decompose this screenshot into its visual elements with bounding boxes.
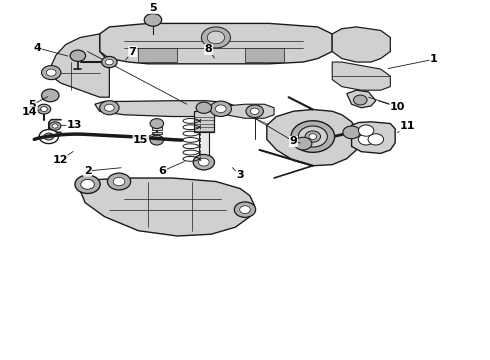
Circle shape [198, 158, 209, 166]
Text: 5: 5 [149, 3, 157, 13]
Circle shape [309, 134, 317, 139]
Circle shape [343, 126, 360, 139]
Text: 6: 6 [159, 166, 167, 176]
Bar [245, 48, 284, 62]
Circle shape [52, 124, 58, 128]
Circle shape [150, 135, 164, 145]
Circle shape [358, 125, 374, 136]
Circle shape [42, 89, 59, 102]
Circle shape [107, 173, 131, 190]
Circle shape [201, 27, 230, 48]
Circle shape [47, 69, 56, 76]
Circle shape [113, 177, 125, 186]
Circle shape [216, 105, 226, 113]
Circle shape [81, 179, 95, 189]
Bar [152, 127, 162, 130]
Text: 8: 8 [205, 44, 213, 54]
Circle shape [46, 92, 54, 99]
Circle shape [39, 130, 58, 144]
Text: 10: 10 [390, 102, 405, 112]
Text: 12: 12 [52, 156, 68, 166]
Polygon shape [99, 23, 332, 64]
Text: 13: 13 [67, 120, 82, 130]
Text: 9: 9 [290, 136, 297, 147]
Circle shape [291, 121, 335, 152]
Circle shape [37, 104, 51, 114]
Polygon shape [194, 111, 214, 132]
Text: 7: 7 [129, 46, 137, 57]
Polygon shape [78, 178, 255, 236]
Polygon shape [51, 34, 109, 97]
Circle shape [42, 66, 61, 80]
Circle shape [70, 50, 86, 61]
Circle shape [193, 154, 215, 170]
Polygon shape [225, 104, 274, 118]
Circle shape [99, 101, 119, 115]
Circle shape [104, 104, 114, 111]
Circle shape [49, 122, 61, 130]
Text: 11: 11 [399, 121, 415, 131]
Circle shape [210, 101, 231, 117]
Text: 3: 3 [236, 170, 244, 180]
Circle shape [41, 107, 48, 112]
Text: 14: 14 [22, 107, 37, 117]
Polygon shape [95, 101, 235, 117]
Polygon shape [332, 27, 391, 62]
Circle shape [358, 134, 374, 145]
Circle shape [196, 102, 212, 113]
Circle shape [250, 108, 259, 114]
Circle shape [105, 59, 113, 65]
Text: 5: 5 [28, 100, 36, 110]
Circle shape [294, 137, 312, 150]
Circle shape [144, 14, 162, 26]
Polygon shape [267, 109, 359, 166]
Circle shape [353, 95, 367, 105]
Circle shape [150, 119, 164, 129]
Circle shape [101, 57, 117, 68]
Circle shape [240, 206, 250, 213]
Text: 2: 2 [84, 166, 92, 176]
Polygon shape [347, 90, 376, 108]
Circle shape [74, 53, 82, 59]
Circle shape [234, 202, 256, 217]
Text: 15: 15 [133, 135, 148, 145]
Circle shape [148, 17, 157, 23]
Bar [152, 132, 162, 134]
Circle shape [207, 31, 224, 44]
Circle shape [298, 126, 327, 147]
Circle shape [368, 134, 384, 145]
Text: 4: 4 [34, 43, 42, 53]
Text: 1: 1 [430, 54, 438, 64]
Circle shape [75, 175, 100, 193]
Circle shape [246, 105, 264, 118]
Polygon shape [332, 62, 391, 90]
Bar [138, 48, 177, 62]
Circle shape [44, 133, 53, 140]
Polygon shape [199, 132, 209, 161]
Circle shape [305, 131, 320, 142]
Polygon shape [352, 122, 395, 153]
